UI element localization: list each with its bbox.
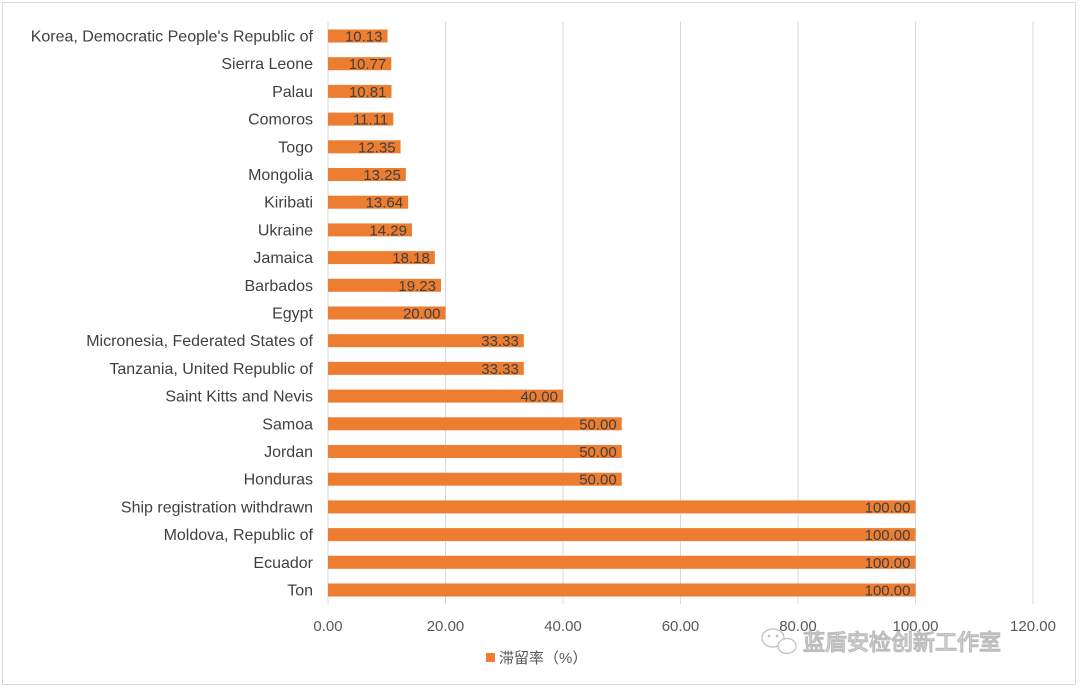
data-label: 50.00 bbox=[579, 416, 617, 433]
bar bbox=[328, 278, 441, 292]
data-label: 11.11 bbox=[353, 112, 388, 129]
bar bbox=[328, 251, 435, 265]
x-tick-label: 80.00 bbox=[779, 618, 817, 635]
bar bbox=[328, 389, 563, 403]
data-label: 19.23 bbox=[398, 278, 436, 295]
data-label: 20.00 bbox=[403, 306, 441, 323]
bar bbox=[328, 472, 622, 486]
watermark-text: 蓝盾安检创新工作室 bbox=[803, 630, 1001, 655]
category-label: Ton bbox=[287, 583, 313, 600]
category-label: Jamaica bbox=[253, 250, 313, 267]
category-label: Jordan bbox=[264, 444, 313, 461]
bar bbox=[328, 306, 446, 320]
data-label: 10.81 bbox=[349, 84, 387, 101]
bar bbox=[328, 528, 916, 542]
bar bbox=[328, 29, 388, 43]
category-label: Comoros bbox=[248, 112, 313, 129]
category-label: Sierra Leone bbox=[221, 56, 313, 73]
x-tick-label: 100.00 bbox=[893, 618, 939, 635]
category-label: Korea, Democratic People's Republic of bbox=[31, 29, 314, 46]
category-label: Palau bbox=[272, 84, 313, 101]
data-label: 14.29 bbox=[369, 222, 407, 239]
legend-label: 滞留率（%） bbox=[499, 650, 587, 667]
bar bbox=[328, 583, 916, 597]
category-label: Honduras bbox=[244, 472, 313, 489]
bar bbox=[328, 500, 916, 514]
bar bbox=[328, 168, 406, 181]
bar bbox=[328, 445, 622, 458]
bar bbox=[328, 361, 524, 375]
category-label: Ship registration withdrawn bbox=[121, 499, 313, 516]
category-label: Kiribati bbox=[264, 195, 313, 212]
category-label: Mongolia bbox=[248, 167, 313, 184]
category-label: Saint Kitts and Nevis bbox=[165, 389, 313, 406]
x-tick-label: 0.00 bbox=[313, 618, 342, 635]
bars bbox=[328, 29, 916, 597]
data-labels: 10.13 10.77 10.81 11.11 12.35 13.25 13.64 14.29… bbox=[345, 29, 911, 600]
category-label: Togo bbox=[278, 139, 313, 156]
bar bbox=[328, 57, 392, 71]
bar bbox=[328, 334, 524, 348]
data-label: 100.00 bbox=[865, 499, 911, 516]
category-labels: Korea, Democratic People's Republic of Si… bbox=[31, 29, 314, 600]
x-tick-label: 120.00 bbox=[1010, 618, 1056, 635]
category-label: Micronesia, Federated States of bbox=[86, 333, 313, 350]
category-label: Ukraine bbox=[258, 222, 313, 239]
data-label: 10.77 bbox=[349, 56, 387, 73]
data-label: 100.00 bbox=[865, 555, 911, 572]
bar bbox=[328, 112, 394, 126]
category-label: Samoa bbox=[262, 416, 313, 433]
data-label: 33.33 bbox=[481, 333, 519, 350]
legend: 滞留率（%） bbox=[486, 650, 587, 667]
x-tick-label: 40.00 bbox=[544, 618, 582, 635]
category-label: Ecuador bbox=[253, 555, 313, 572]
x-tick-label: 60.00 bbox=[662, 618, 700, 635]
category-label: Moldova, Republic of bbox=[164, 527, 314, 544]
x-tick-label: 20.00 bbox=[427, 618, 465, 635]
bar bbox=[328, 84, 392, 98]
bar bbox=[328, 417, 622, 431]
data-label: 18.18 bbox=[392, 250, 430, 267]
data-label: 50.00 bbox=[579, 444, 617, 461]
data-label: 50.00 bbox=[579, 472, 617, 489]
data-label: 100.00 bbox=[865, 527, 911, 544]
data-label: 33.33 bbox=[481, 361, 519, 378]
data-label: 13.64 bbox=[366, 195, 404, 212]
bar bbox=[328, 140, 401, 154]
data-label: 10.13 bbox=[345, 29, 383, 46]
data-label: 13.25 bbox=[363, 167, 401, 184]
legend-swatch bbox=[486, 653, 495, 662]
x-axis-ticks: 0.00 20.00 40.00 60.00 80.00 100.00 120.00 bbox=[313, 618, 1056, 635]
bar bbox=[328, 223, 412, 237]
category-label: Tanzania, United Republic of bbox=[109, 361, 313, 378]
wechat-icon bbox=[761, 628, 797, 655]
data-label: 100.00 bbox=[865, 583, 911, 600]
bar bbox=[328, 195, 409, 209]
data-label: 40.00 bbox=[520, 389, 558, 406]
category-label: Barbados bbox=[245, 278, 314, 295]
bar bbox=[328, 555, 916, 569]
watermark: 蓝盾安检创新工作室 bbox=[761, 628, 1001, 655]
category-label: Egypt bbox=[272, 306, 313, 323]
data-label: 12.35 bbox=[358, 139, 396, 156]
